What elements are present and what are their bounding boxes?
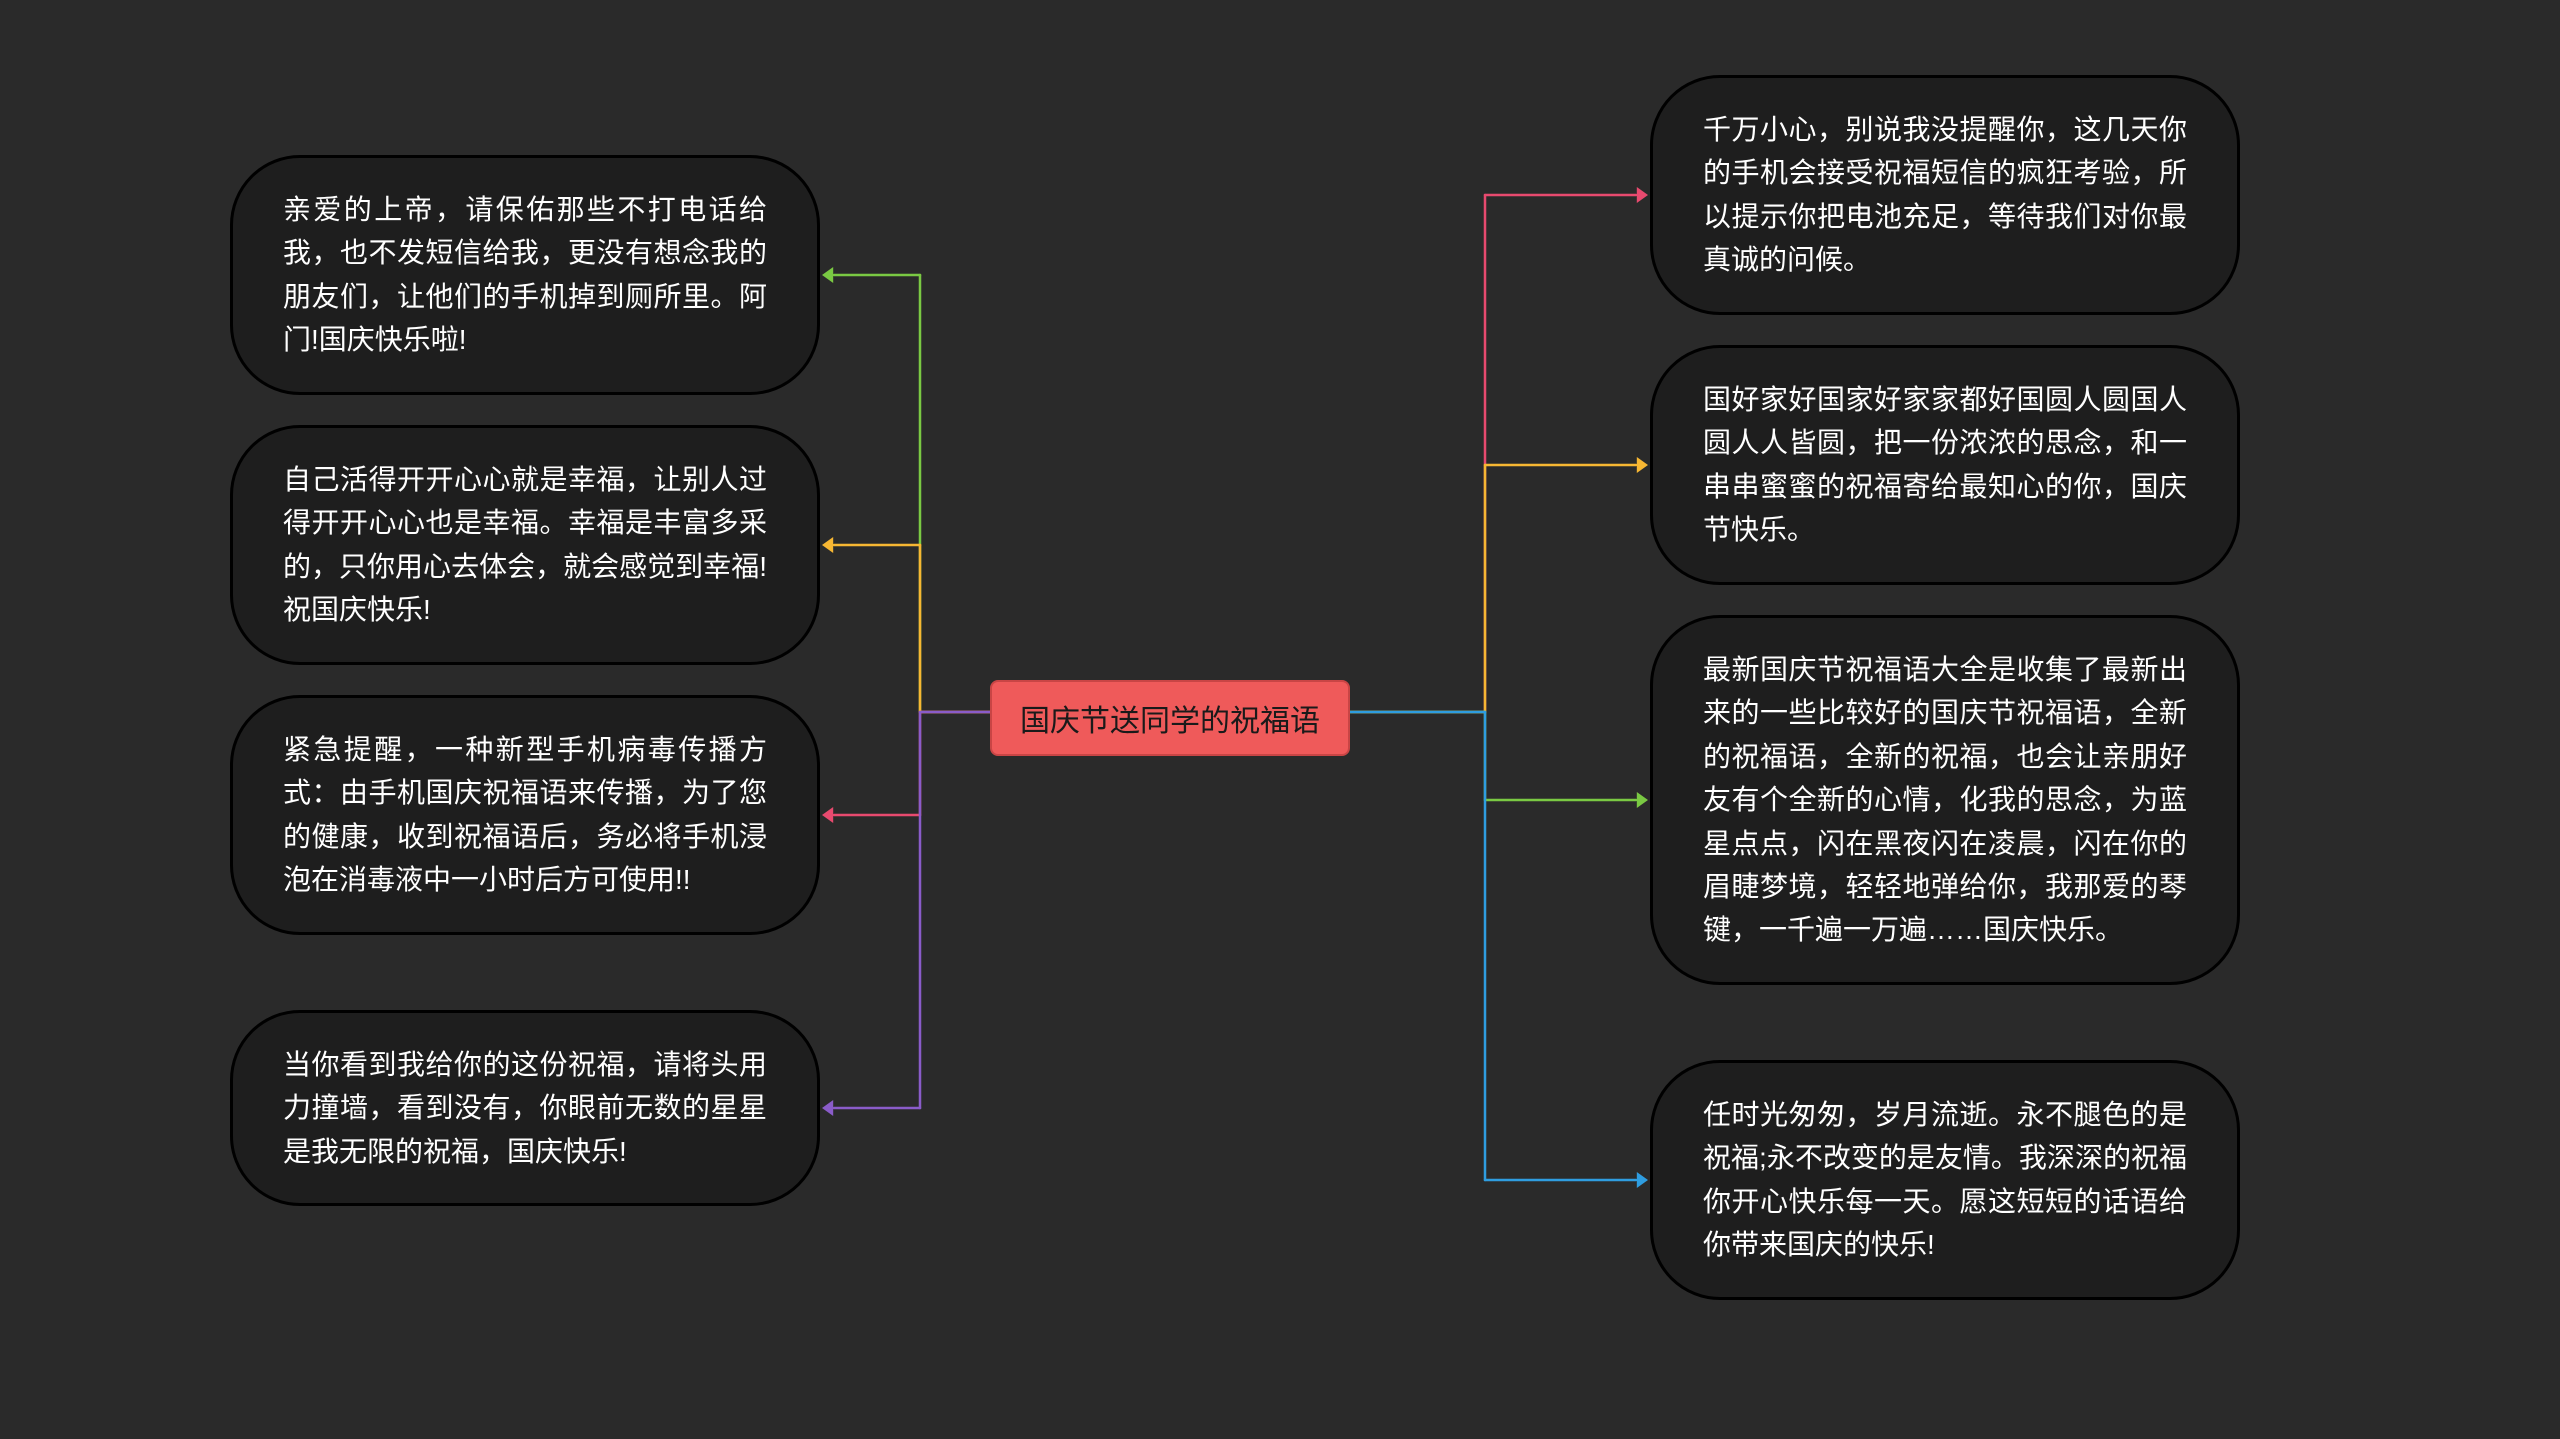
branch-node-text: 任时光匆匆，岁月流逝。永不腿色的是祝福;永不改变的是友情。我深深的祝福你开心快乐… (1703, 1099, 2187, 1260)
branch-node[interactable]: 亲爱的上帝，请保佑那些不打电话给我，也不发短信给我，更没有想念我的朋友们，让他们… (230, 155, 820, 395)
branch-node[interactable]: 任时光匆匆，岁月流逝。永不腿色的是祝福;永不改变的是友情。我深深的祝福你开心快乐… (1650, 1060, 2240, 1300)
center-node-label: 国庆节送同学的祝福语 (1020, 705, 1320, 738)
branch-node-text: 紧急提醒，一种新型手机病毒传播方式：由手机国庆祝福语来传播，为了您的健康，收到祝… (283, 734, 767, 895)
mindmap-canvas: 国庆节送同学的祝福语 亲爱的上帝，请保佑那些不打电话给我，也不发短信给我，更没有… (0, 0, 2560, 1439)
branch-node-text: 自己活得开开心心就是幸福，让别人过得开开心心也是幸福。幸福是丰富多采的，只你用心… (283, 464, 767, 625)
branch-node-text: 国好家好国家好家家都好国圆人圆国人圆人人皆圆，把一份浓浓的思念，和一串串蜜蜜的祝… (1703, 384, 2187, 545)
branch-node[interactable]: 最新国庆节祝福语大全是收集了最新出来的一些比较好的国庆节祝福语，全新的祝福语，全… (1650, 615, 2240, 985)
center-node[interactable]: 国庆节送同学的祝福语 (990, 680, 1350, 756)
branch-node[interactable]: 紧急提醒，一种新型手机病毒传播方式：由手机国庆祝福语来传播，为了您的健康，收到祝… (230, 695, 820, 935)
branch-node[interactable]: 自己活得开开心心就是幸福，让别人过得开开心心也是幸福。幸福是丰富多采的，只你用心… (230, 425, 820, 665)
branch-node[interactable]: 当你看到我给你的这份祝福，请将头用力撞墙，看到没有，你眼前无数的星星是我无限的祝… (230, 1010, 820, 1206)
branch-node[interactable]: 国好家好国家好家家都好国圆人圆国人圆人人皆圆，把一份浓浓的思念，和一串串蜜蜜的祝… (1650, 345, 2240, 585)
branch-node-text: 千万小心，别说我没提醒你，这几天你的手机会接受祝福短信的疯狂考验，所以提示你把电… (1703, 114, 2187, 275)
branch-node[interactable]: 千万小心，别说我没提醒你，这几天你的手机会接受祝福短信的疯狂考验，所以提示你把电… (1650, 75, 2240, 315)
branch-node-text: 亲爱的上帝，请保佑那些不打电话给我，也不发短信给我，更没有想念我的朋友们，让他们… (283, 194, 767, 355)
branch-node-text: 当你看到我给你的这份祝福，请将头用力撞墙，看到没有，你眼前无数的星星是我无限的祝… (283, 1049, 767, 1167)
branch-node-text: 最新国庆节祝福语大全是收集了最新出来的一些比较好的国庆节祝福语，全新的祝福语，全… (1703, 654, 2187, 945)
